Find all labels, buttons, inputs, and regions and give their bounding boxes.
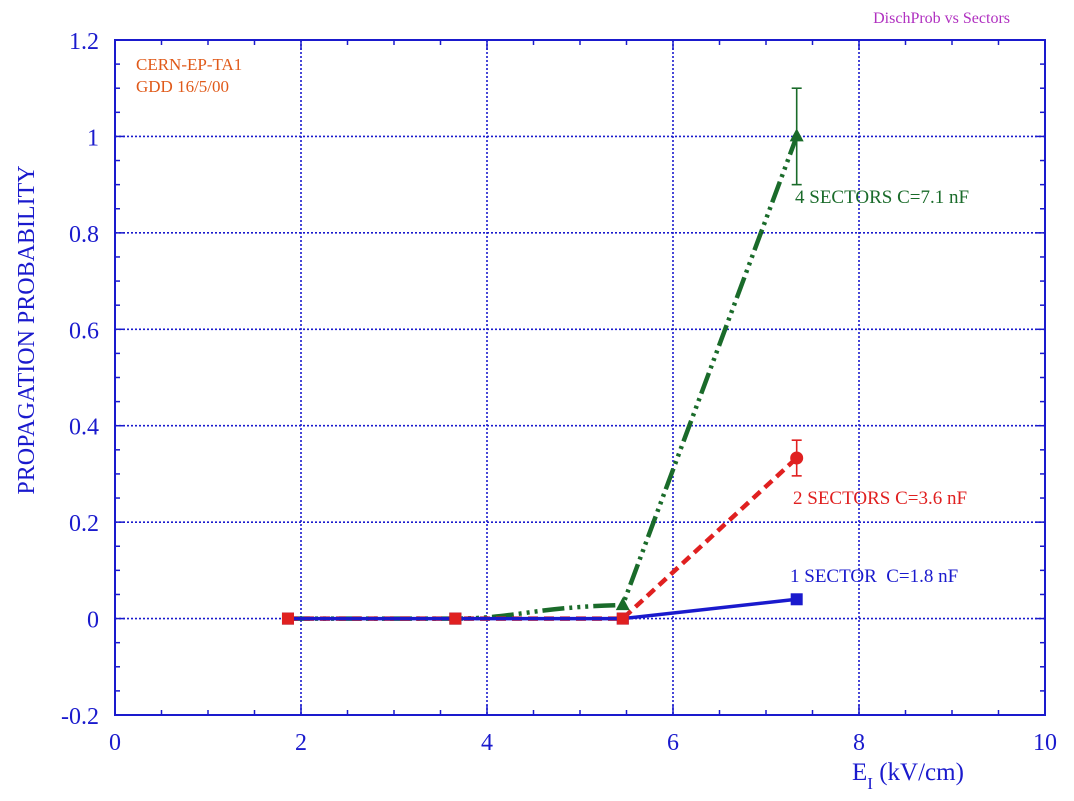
y-tick-label: 1.2	[69, 29, 99, 55]
y-tick-label: 1	[87, 125, 99, 151]
x-tick-label: 4	[481, 730, 493, 756]
axis-layer	[114, 39, 1046, 716]
x-tick-label: 2	[295, 730, 307, 756]
marker-3	[789, 128, 804, 142]
x-axis-label-unit: (kV/cm)	[873, 759, 964, 786]
y-tick-label: 0.6	[69, 318, 99, 344]
y-axis-label: PROPAGATION PROBABILITY	[14, 165, 40, 494]
label-layer: 0 2 4 6 8 10 -0.2 0 0.2 0.4 0.6 0.8 1 1.2 1 SECTOR C=1…	[61, 29, 1057, 756]
corner-text-line2: GDD 16/5/00	[136, 77, 229, 96]
series-line-3	[287, 135, 799, 621]
plot-frame	[114, 39, 1046, 716]
series-line-2	[287, 456, 799, 621]
y-tick-label: 0	[87, 608, 99, 634]
marker-2	[449, 612, 462, 625]
y-tick-label: 0.4	[69, 415, 99, 441]
grid-layer	[115, 40, 1045, 715]
x-tick-label: 8	[853, 730, 865, 756]
series-label-3: 4 SECTORS C=7.1 nF	[795, 187, 969, 208]
x-tick-label: 6	[667, 730, 679, 756]
y-tick-label: -0.2	[61, 704, 99, 730]
series-line-1	[287, 597, 797, 621]
series-layer	[281, 87, 804, 625]
marker-2	[281, 612, 294, 625]
x-tick-label: 0	[109, 730, 121, 756]
y-tick-label: 0.2	[69, 511, 99, 537]
x-tick-label: 10	[1033, 730, 1057, 756]
marker-1	[790, 593, 803, 606]
header-note: DischProb vs Sectors	[873, 10, 1010, 27]
series-label-1: 1 SECTOR C=1.8 nF	[790, 566, 958, 587]
x-axis-label: EI (kV/cm)	[852, 759, 964, 793]
marker-2	[790, 451, 804, 465]
marker-2	[616, 612, 629, 625]
series-label-2: 2 SECTORS C=3.6 nF	[793, 488, 967, 509]
marker-3	[615, 597, 630, 611]
x-axis-label-sub: I	[867, 774, 873, 793]
corner-text-line1: CERN-EP-TA1	[136, 55, 242, 74]
x-axis-label-main: E	[852, 759, 867, 786]
y-tick-label: 0.8	[69, 222, 99, 248]
